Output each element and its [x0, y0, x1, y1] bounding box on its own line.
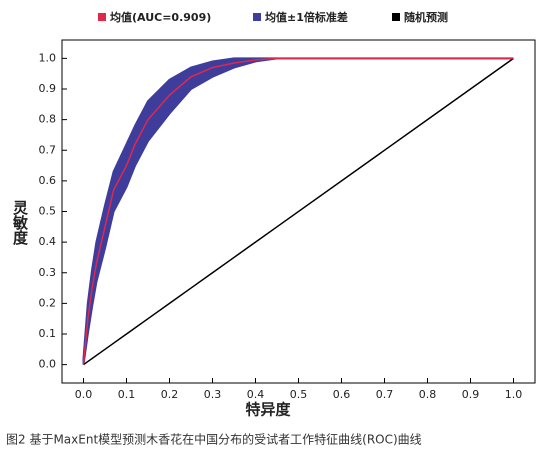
random-line [83, 57, 514, 366]
legend-label: 均值±1倍标准差 [265, 10, 348, 24]
x-tick-label: 0.8 [419, 388, 437, 401]
x-tick-label: 0.1 [118, 388, 136, 401]
x-tick-label: 0.6 [333, 388, 351, 401]
y-tick-label: 0.7 [39, 143, 57, 156]
x-tick-label: 0.0 [75, 388, 93, 401]
x-axis-label: 特异度 [245, 401, 291, 419]
y-axis-label: 灵敏度 [11, 200, 29, 246]
y-tick-label: 0.2 [39, 296, 57, 309]
legend-label: 随机预测 [404, 10, 448, 24]
y-tick-label: 0.8 [39, 113, 57, 126]
y-tick-label: 0.9 [39, 82, 57, 95]
y-tick-label: 0.3 [39, 266, 57, 279]
legend-swatch [253, 13, 261, 21]
x-tick-label: 0.4 [247, 388, 265, 401]
x-tick-label: 1.0 [505, 388, 523, 401]
x-tick-label: 0.3 [204, 388, 222, 401]
y-tick-label: 0.6 [39, 174, 57, 187]
x-tick-label: 0.9 [462, 388, 480, 401]
y-tick-label: 1.0 [39, 51, 57, 64]
y-tick-label: 0.5 [39, 205, 57, 218]
caption: 图2 基于MaxEnt模型预测木香花在中国分布的受试者工作特征曲线(ROC)曲线 [6, 432, 422, 447]
legend-swatch [392, 13, 400, 21]
y-tick-label: 0.0 [39, 358, 57, 371]
x-tick-label: 0.5 [290, 388, 308, 401]
y-tick-label: 0.1 [39, 327, 57, 340]
x-tick-label: 0.2 [161, 388, 179, 401]
y-tick-label: 0.4 [39, 235, 57, 248]
x-tick-label: 0.7 [376, 388, 394, 401]
mean-line [82, 57, 514, 365]
legend-swatch [98, 13, 106, 21]
legend-label: 均值(AUC=0.909) [110, 10, 211, 24]
